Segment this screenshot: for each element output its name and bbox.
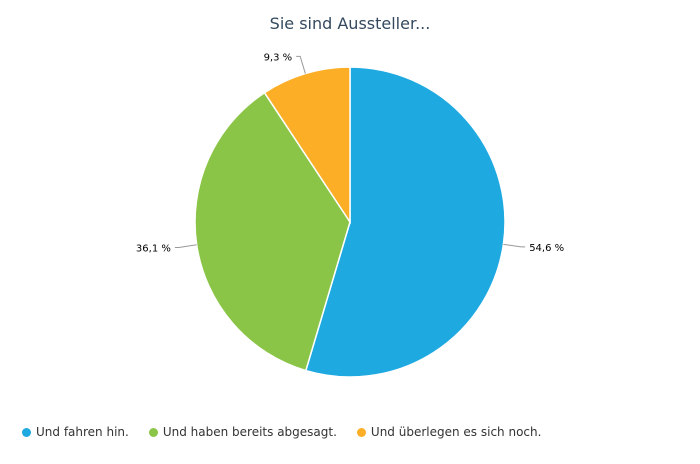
label-connector-ueberlegen [296, 55, 306, 74]
legend: Und fahren hin. Und haben bereits abgesa… [22, 425, 561, 439]
legend-marker-ueberlegen [356, 427, 366, 437]
legend-item-ueberlegen[interactable]: Und überlegen es sich noch. [356, 425, 542, 439]
data-label-fahren-hin: 54,6 % [529, 243, 564, 254]
label-connector-fahren-hin [503, 243, 526, 248]
pie-slice-ueberlegen[interactable] [263, 66, 351, 225]
legend-label-ueberlegen: Und überlegen es sich noch. [370, 425, 542, 439]
data-label-abgesagt: 36,1 % [136, 243, 171, 254]
legend-marker-fahren-hin [22, 427, 31, 437]
chart-title: Sie sind Aussteller... [269, 14, 431, 33]
legend-label-abgesagt: Und haben bereits abgesagt. [162, 425, 337, 439]
legend-item-fahren-hin[interactable]: Und fahren hin. [22, 425, 129, 439]
legend-label-fahren-hin: Und fahren hin. [36, 425, 129, 439]
legend-marker-abgesagt [148, 427, 158, 437]
data-label-ueberlegen: 9,3 % [264, 52, 293, 63]
label-connector-abgesagt [174, 244, 197, 248]
pie-slice-fahren-hin[interactable] [304, 66, 506, 378]
legend-item-abgesagt[interactable]: Und haben bereits abgesagt. [148, 425, 337, 439]
